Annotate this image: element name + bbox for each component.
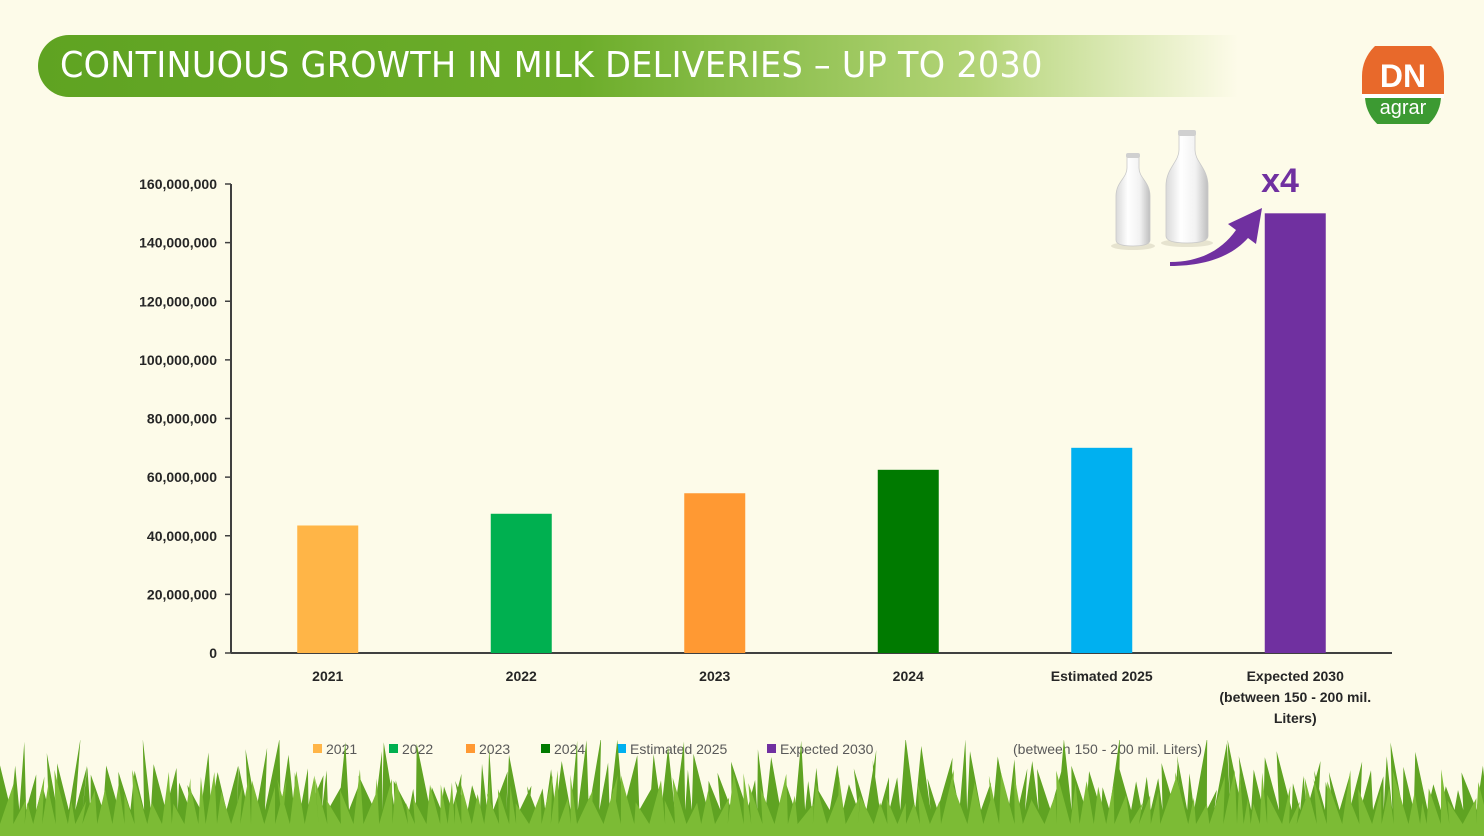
legend-label: 2023: [479, 741, 510, 757]
x-tick-label: Estimated 2025: [1051, 668, 1153, 684]
y-tick-label: 60,000,000: [147, 469, 217, 485]
y-tick-label: 100,000,000: [139, 352, 217, 368]
legend-swatch: [767, 744, 776, 753]
multiplier-label: x4: [1261, 162, 1299, 200]
bar-expected-5: [1264, 213, 1326, 653]
x-tick-label: (between 150 - 200 mil.: [1219, 689, 1371, 705]
y-tick-label: 140,000,000: [139, 235, 217, 251]
bar-estimated-4: [1071, 447, 1133, 653]
milk-bottle-small-icon: [1111, 153, 1155, 250]
legend-swatch: [466, 744, 475, 753]
y-tick-label: 160,000,000: [139, 176, 217, 192]
y-tick-label: 80,000,000: [147, 411, 217, 427]
milk-bottles-illustration: [1111, 130, 1213, 250]
y-tick-label: 120,000,000: [139, 293, 217, 309]
legend-item: 2023: [466, 741, 510, 757]
legend-label: Expected 2030: [780, 741, 874, 757]
legend-item: 2021: [313, 741, 357, 757]
x-tick-label: 2024: [893, 668, 924, 684]
grass-decoration: [0, 740, 1484, 836]
legend-swatch: [617, 744, 626, 753]
legend-item: Estimated 2025: [617, 741, 727, 757]
x-tick-label: Liters): [1274, 710, 1317, 726]
legend-item: Expected 2030: [767, 741, 874, 757]
legend-label: 2024: [554, 741, 585, 757]
bar-2021-0: [297, 525, 359, 653]
milk-bottle-large-icon: [1161, 130, 1213, 247]
y-tick-label: 0: [209, 645, 217, 661]
bar-2024-3: [877, 469, 939, 653]
title-banner: CONTINUOUS GROWTH IN MILK DELIVERIES – U…: [38, 35, 1238, 97]
logo-text: agrar: [1380, 97, 1427, 119]
y-tick-label: 40,000,000: [147, 528, 217, 544]
x-tick-label: Expected 2030: [1247, 668, 1344, 684]
growth-arrow-icon: [1170, 208, 1262, 266]
page-title: CONTINUOUS GROWTH IN MILK DELIVERIES – U…: [60, 45, 1043, 86]
bar-2022-1: [490, 513, 552, 653]
x-tick-label: 2022: [506, 668, 537, 684]
legend-label: Estimated 2025: [630, 741, 727, 757]
x-tick-label: 2023: [699, 668, 730, 684]
x-tick-label: 2021: [312, 668, 343, 684]
legend-swatch: [313, 744, 322, 753]
legend-label: 2021: [326, 741, 357, 757]
legend-label: (between 150 - 200 mil. Liters): [1013, 741, 1202, 757]
y-tick-label: 20,000,000: [147, 586, 217, 602]
legend-swatch: [541, 744, 550, 753]
logo-mark: DN: [1380, 58, 1426, 94]
legend-item: (between 150 - 200 mil. Liters): [1013, 741, 1202, 757]
dn-agrar-logo: DN agrar: [1362, 46, 1444, 124]
legend-swatch: [389, 744, 398, 753]
legend-item: 2024: [541, 741, 585, 757]
bar-2023-2: [684, 493, 746, 653]
